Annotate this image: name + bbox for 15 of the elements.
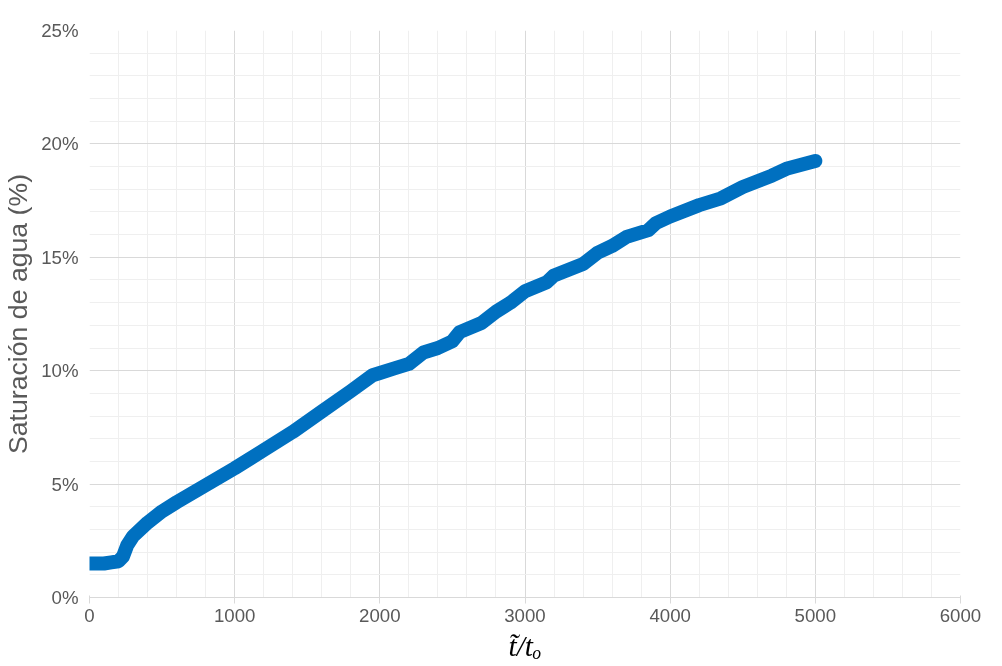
- y-axis-title: Saturación de agua (%): [3, 173, 34, 455]
- y-tick-label: 10%: [41, 360, 79, 382]
- x-tick-label: 4000: [649, 604, 691, 626]
- y-tick-label: 15%: [41, 246, 79, 268]
- x-tick-label: 2000: [359, 604, 401, 626]
- y-tick-label: 20%: [41, 133, 79, 155]
- x-axis-title: t̃/tₒ: [508, 629, 542, 662]
- x-tick-label: 6000: [939, 604, 982, 626]
- y-tick-label: 5%: [51, 473, 79, 495]
- x-tick-label: 0: [84, 604, 95, 626]
- x-tick-label: 3000: [504, 604, 546, 626]
- x-tick-label: 1000: [213, 604, 256, 626]
- y-tick-label: 25%: [41, 20, 79, 41]
- x-tick-label: 5000: [794, 604, 837, 626]
- y-tick-label: 0%: [51, 587, 79, 608]
